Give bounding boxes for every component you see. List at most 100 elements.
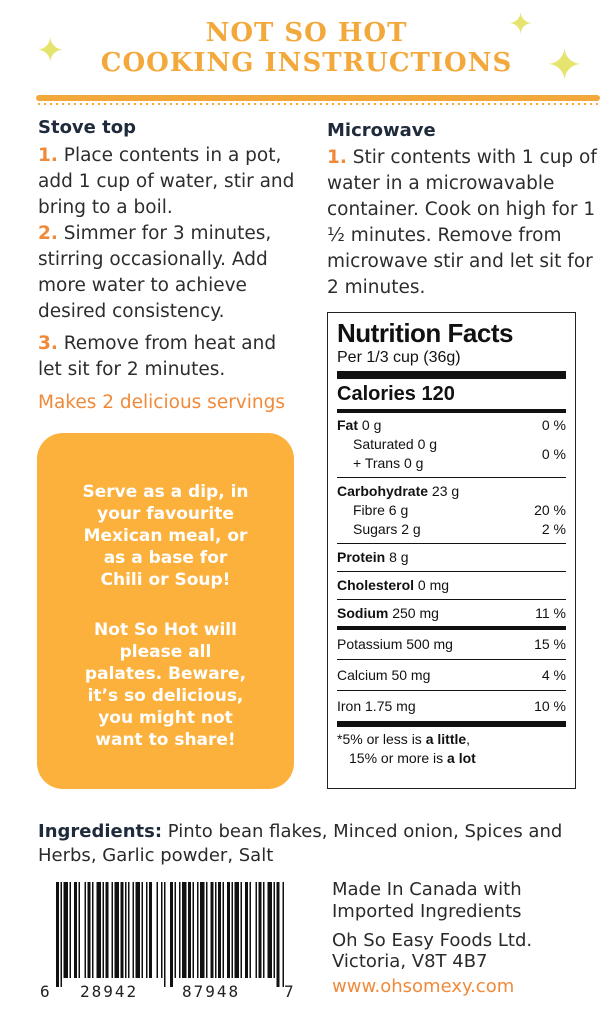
- page-title: NOT SO HOT COOKING INSTRUCTIONS: [0, 18, 613, 78]
- saturated-label: Saturated 0 g: [353, 436, 438, 452]
- barcode-bar: [114, 882, 119, 978]
- barcode-bar: [69, 882, 71, 978]
- step-number: 1.: [327, 147, 347, 168]
- barcode-bar: [282, 882, 284, 987]
- saturated-trans-dv: 0 %: [541, 445, 566, 462]
- footnote-text: *5% or less is: [337, 731, 426, 747]
- sugars-label: Sugars 2 g: [353, 521, 421, 537]
- barcode-bar: [141, 882, 143, 978]
- barcode-bar: [192, 882, 194, 978]
- barcode-bar: [105, 882, 109, 978]
- sodium-label: Sodium: [337, 605, 389, 621]
- sugars-row: Sugars 2 g 2 %: [337, 520, 566, 539]
- barcode-bar: [210, 882, 214, 978]
- divider: [36, 95, 600, 101]
- barcode-bar: [63, 882, 68, 978]
- barcode-digit-first: 6: [40, 982, 50, 1001]
- barcode-bar: [258, 882, 262, 978]
- ingredients: Ingredients: Pinto bean flakes, Minced o…: [38, 820, 598, 868]
- tagline-text: Not So Hot will please all palates. Bewa…: [84, 620, 247, 750]
- origin-line-2: Imported Ingredients: [332, 901, 522, 922]
- serving-suggestion-box: Serve as a dip, in your favourite Mexica…: [37, 433, 294, 789]
- calories-value: 120: [421, 383, 455, 405]
- step-text: Stir contents with 1 cup of water in a m…: [327, 147, 597, 298]
- protein-row: Protein 8 g: [337, 548, 566, 567]
- cholesterol-row: Cholesterol 0 mg: [337, 576, 566, 595]
- stovetop-heading: Stove top: [38, 117, 136, 138]
- protein-amount: 8 g: [385, 549, 409, 565]
- divider: [337, 721, 566, 727]
- barcode-bar: [276, 882, 280, 987]
- fat-amount: 0 g: [358, 417, 382, 433]
- divider: [337, 690, 566, 691]
- divider: [337, 477, 566, 478]
- ingredients-label: Ingredients:: [38, 821, 163, 842]
- footnote-text: ,: [466, 731, 471, 747]
- stovetop-step-1: 1. Place contents in a pot, add 1 cup of…: [38, 143, 308, 221]
- star-icon: ✦: [546, 40, 583, 91]
- fat-row: Fat 0 g 0 %: [337, 416, 566, 435]
- barcode-bar: [170, 882, 173, 987]
- star-icon: ✦: [36, 31, 65, 71]
- footnote-line-1: *5% or less is a little,: [337, 730, 566, 749]
- barcode-bar: [263, 882, 265, 978]
- barcode-bar: [125, 882, 127, 978]
- divider: [337, 409, 566, 413]
- barcode-bar: [78, 882, 80, 978]
- barcode-bar: [197, 882, 199, 978]
- origin-line-1: Made In Canada with: [332, 879, 522, 900]
- footnote-text: 15% or more is: [349, 750, 448, 766]
- barcode-bar: [60, 882, 62, 987]
- barcode-group-left: 28942: [80, 982, 139, 1001]
- barcode-bar: [182, 882, 187, 978]
- barcode-bar: [240, 882, 242, 978]
- ingredients-text: Pinto bean flakes, Minced onion, Spices …: [38, 821, 563, 866]
- serving-suggestion-text: Serve as a dip, in your favourite Mexica…: [82, 482, 249, 590]
- barcode-bar: [215, 882, 217, 978]
- barcode: 6 28942 87948 7: [40, 882, 296, 1002]
- barcode-bar: [267, 882, 272, 978]
- carb-amount: 23 g: [428, 483, 460, 499]
- barcode-bar: [179, 882, 181, 978]
- step-text: Remove from heat and let sit for 2 minut…: [38, 333, 277, 380]
- fat-dv: 0 %: [541, 417, 566, 433]
- divider: [337, 571, 566, 572]
- stovetop-step-2: 2. Simmer for 3 minutes, stirring occasi…: [38, 221, 308, 325]
- potassium-row: Potassium 500 mg 15 %: [337, 633, 566, 655]
- carb-label: Carbohydrate: [337, 483, 429, 499]
- calcium-dv: 4 %: [541, 667, 566, 683]
- step-number: 3.: [38, 333, 58, 354]
- fibre-row: Fibre 6 g 20 %: [337, 501, 566, 520]
- calcium-row: Calcium 50 mg 4 %: [337, 664, 566, 686]
- barcode-bar: [174, 882, 176, 978]
- barcode-bar: [102, 882, 104, 978]
- barcode-bar: [188, 882, 191, 978]
- carbohydrate-row: Carbohydrate 23 g: [337, 482, 566, 501]
- barcode-bars: [56, 882, 284, 987]
- potassium-label: Potassium 500 mg: [337, 636, 453, 652]
- calcium-label: Calcium 50 mg: [337, 667, 431, 683]
- serving-size: Per 1/3 cup (36g): [337, 349, 461, 366]
- company-address: Oh So Easy Foods Ltd. Victoria, V8T 4B7: [332, 930, 532, 972]
- step-number: 1.: [38, 145, 58, 166]
- barcode-bar: [231, 882, 233, 978]
- website-link[interactable]: www.ohsomexy.com: [332, 976, 515, 997]
- footnote-bold: a little: [425, 731, 467, 747]
- potassium-dv: 15 %: [534, 636, 566, 652]
- divider-dots: [36, 103, 600, 105]
- barcode-bar: [218, 882, 221, 978]
- fat-label: Fat: [337, 417, 358, 433]
- barcode-bar: [92, 882, 94, 978]
- barcode-bar: [206, 882, 208, 978]
- barcode-bar: [255, 882, 257, 978]
- footnote-line-2: 15% or more is a lot: [337, 749, 566, 768]
- iron-dv: 10 %: [534, 698, 566, 714]
- fibre-label: Fibre 6 g: [353, 502, 409, 518]
- trans-label: + Trans 0 g: [353, 455, 424, 471]
- sodium-row: Sodium 250 mg 11 %: [337, 604, 566, 623]
- barcode-bar: [249, 882, 251, 978]
- cholesterol-amount: 0 mg: [414, 577, 450, 593]
- step-text: Simmer for 3 minutes, stirring occasiona…: [38, 223, 272, 322]
- step-text: Place contents in a pot, add 1 cup of wa…: [38, 145, 295, 218]
- title-line-1: NOT SO HOT: [205, 18, 408, 48]
